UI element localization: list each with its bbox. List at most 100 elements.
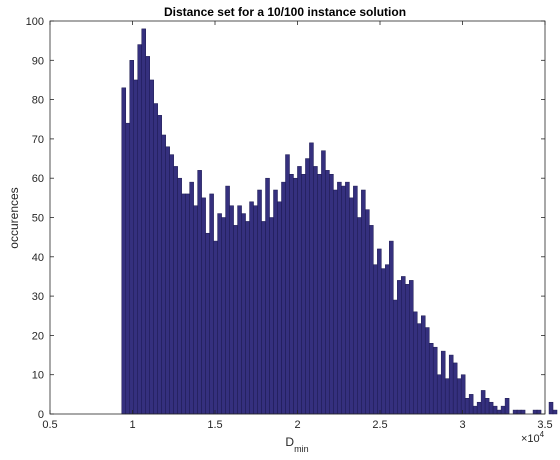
- histogram-bar: [532, 409, 538, 415]
- histogram-bar: [281, 181, 286, 415]
- histogram-bar: [432, 346, 438, 415]
- histogram-bar: [197, 170, 202, 415]
- histogram-bar: [241, 213, 246, 415]
- histogram-bar: [177, 177, 182, 415]
- histogram-bar: [153, 103, 158, 415]
- histogram-bar: [548, 401, 554, 415]
- histogram-bar: [436, 374, 442, 415]
- histogram-bar: [440, 350, 446, 415]
- histogram-bar: [409, 280, 414, 415]
- histogram-bar: [285, 154, 290, 415]
- histogram-bar: [301, 174, 306, 415]
- histogram-bar: [460, 374, 466, 415]
- histogram-bar: [165, 146, 170, 415]
- histogram-bar: [245, 221, 250, 415]
- x-axis-multiplier-exponent: 4: [540, 430, 545, 439]
- histogram-bar: [500, 405, 506, 415]
- x-tick-label: 1.5: [207, 419, 222, 431]
- histogram-bar: [249, 201, 254, 415]
- histogram-bar: [169, 154, 174, 415]
- y-tick-label: 40: [32, 252, 44, 264]
- histogram-bar: [333, 189, 338, 415]
- histogram-bar: [217, 213, 222, 415]
- histogram-bar: [157, 115, 162, 415]
- histogram-bar: [389, 240, 394, 415]
- histogram-bar: [205, 232, 210, 415]
- histogram-bar: [452, 362, 458, 415]
- histogram-bar: [305, 158, 310, 415]
- histogram-bar: [269, 217, 274, 415]
- x-tick-label: 0.5: [42, 419, 57, 431]
- y-tick-label: 10: [32, 370, 44, 382]
- y-tick-label: 100: [26, 16, 44, 28]
- x-tick-label: 2.5: [372, 419, 387, 431]
- x-tick-label: 1: [129, 419, 135, 431]
- histogram-bar: [149, 79, 154, 415]
- chart-title: Distance set for a 10/100 instance solut…: [164, 5, 406, 19]
- histogram-bar: [261, 221, 266, 415]
- histogram-bar: [289, 174, 294, 415]
- y-tick-label: 80: [32, 95, 44, 107]
- histogram-bar: [373, 264, 378, 415]
- x-tick-label: 3: [459, 419, 465, 431]
- histogram-bar: [512, 409, 518, 415]
- x-tick-label: 3.5: [537, 419, 552, 431]
- histogram-bar: [496, 409, 502, 415]
- histogram-bar: [161, 134, 166, 415]
- histogram-bar: [185, 193, 190, 415]
- x-tick-label: 2: [294, 419, 300, 431]
- histogram-bar: [401, 276, 406, 415]
- plot-frame: [49, 20, 546, 415]
- histogram-bar: [424, 327, 430, 415]
- histogram-bar: [468, 394, 474, 415]
- x-axis-label: Dmin: [285, 435, 308, 454]
- x-axis-label-subscript: min: [294, 444, 309, 454]
- histogram-bar: [293, 177, 298, 415]
- histogram-bar: [484, 398, 490, 415]
- histogram-bar: [349, 197, 354, 415]
- histogram-bar: [381, 268, 386, 415]
- histogram-bar: [297, 166, 302, 415]
- histogram-bar: [265, 177, 270, 415]
- y-tick-label: 0: [38, 409, 44, 421]
- histogram-bar: [365, 209, 370, 415]
- y-tick-label: 30: [32, 291, 44, 303]
- histogram-bar: [201, 197, 206, 415]
- histogram-bar: [536, 409, 542, 415]
- y-tick-label: 50: [32, 213, 44, 225]
- histogram-bar: [221, 217, 226, 415]
- histogram-bar: [225, 185, 230, 415]
- histogram-bar: [504, 398, 510, 415]
- histogram-bar: [213, 240, 218, 415]
- histogram-bar: [492, 405, 498, 415]
- histogram-bar: [472, 405, 478, 415]
- y-tick-label: 70: [32, 134, 44, 146]
- histogram-bar: [329, 174, 334, 415]
- histogram-bar: [377, 248, 382, 415]
- histogram-bar: [361, 189, 366, 415]
- y-tick-label: 20: [32, 330, 44, 342]
- histogram-bar: [448, 354, 454, 415]
- histogram-bar: [421, 315, 426, 415]
- x-axis-multiplier: ×104: [521, 430, 545, 445]
- histogram-bar: [321, 150, 326, 415]
- histogram-bar: [173, 166, 178, 415]
- histogram-bar: [129, 60, 135, 415]
- histogram-bar: [137, 44, 142, 415]
- histogram-bar: [277, 201, 282, 415]
- histogram-bar: [428, 343, 434, 415]
- histogram-bar: [313, 166, 318, 415]
- histogram-bar: [273, 189, 278, 415]
- histogram-bar: [229, 205, 234, 415]
- y-axis-label: occurences: [7, 187, 21, 248]
- histogram-bar: [385, 264, 390, 415]
- histogram-bar: [357, 217, 362, 415]
- y-tick-label: 90: [32, 55, 44, 67]
- histogram-bar: [444, 378, 450, 415]
- histogram-bar: [209, 193, 214, 415]
- histogram-bar: [141, 28, 146, 415]
- x-axis-multiplier-base: ×10: [521, 433, 540, 445]
- histogram-bar: [393, 299, 398, 415]
- histogram-bar: [181, 193, 186, 415]
